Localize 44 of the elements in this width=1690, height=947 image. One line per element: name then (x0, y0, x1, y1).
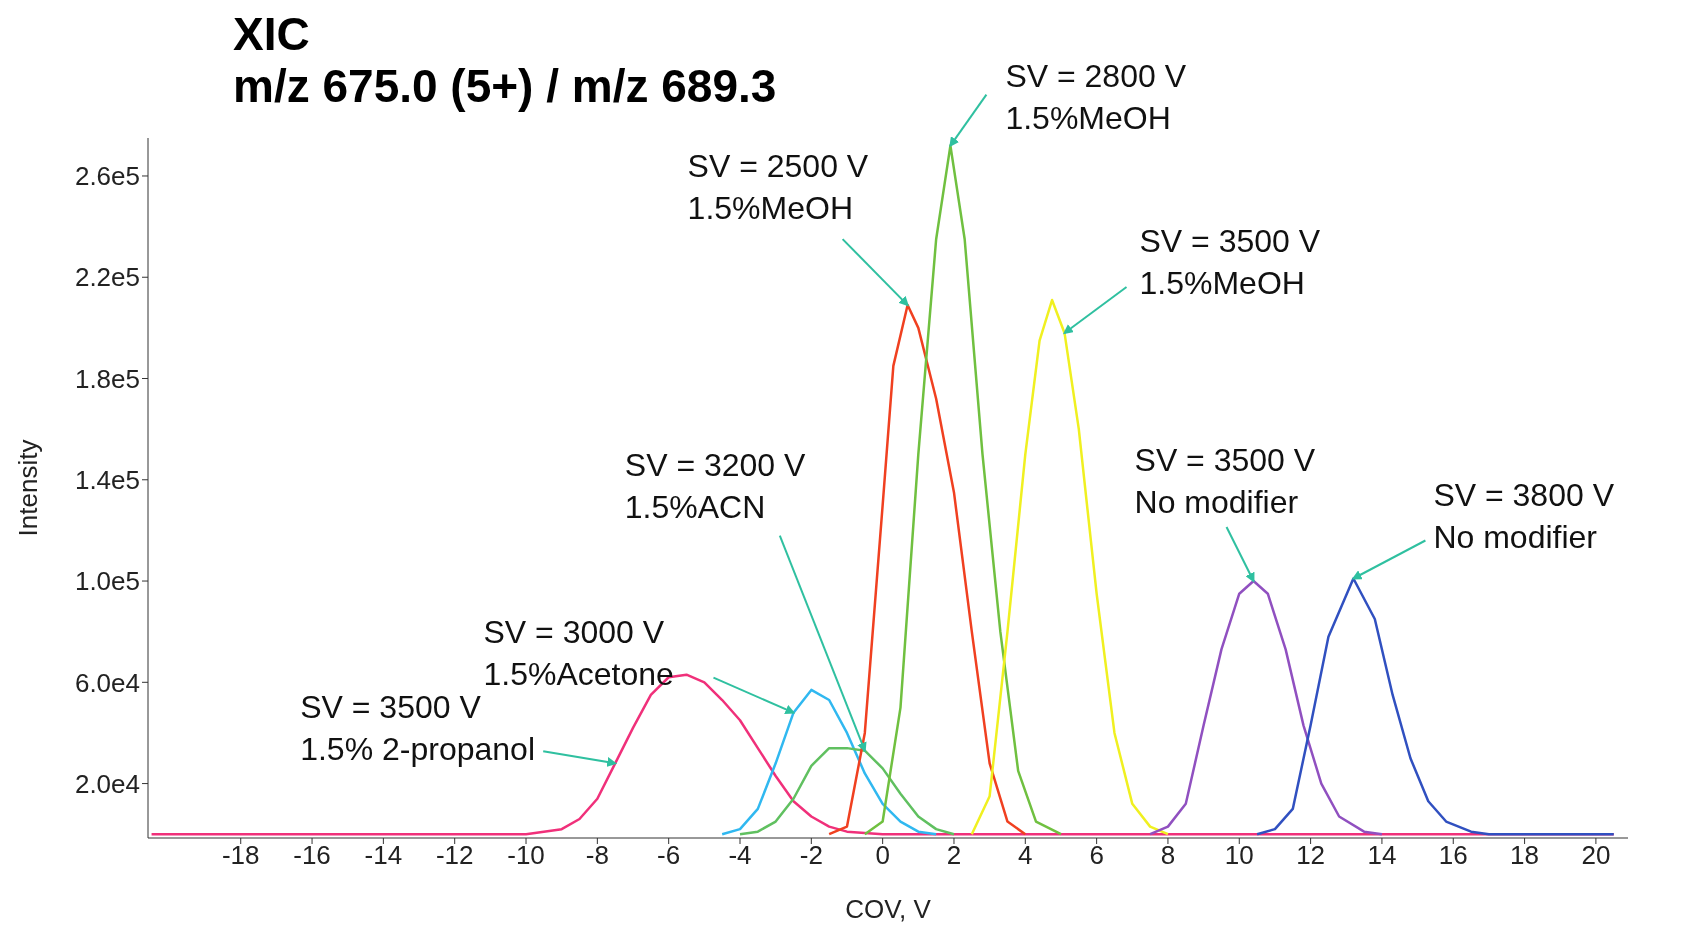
x-tick-label: 10 (1224, 840, 1254, 871)
x-tick-label: -8 (585, 840, 609, 871)
line-series (738, 746, 956, 836)
x-tick-label: -4 (728, 840, 752, 871)
y-tick-label: 2.6e5 (74, 161, 140, 192)
x-tick-label: -6 (657, 840, 681, 871)
annotation: SV = 3800 V No modifier (1433, 476, 1615, 555)
annotation: SV = 3500 V 1.5%MeOH (1139, 222, 1321, 301)
y-tick-label: 1.0e5 (74, 566, 140, 597)
x-tick-label: -16 (293, 840, 331, 871)
x-tick-label: 16 (1438, 840, 1468, 871)
x-tick-label: 18 (1510, 840, 1540, 871)
line-series (1148, 579, 1384, 836)
x-tick-label: 4 (1018, 840, 1033, 871)
x-tick-label: -14 (364, 840, 403, 871)
x-tick-label: -2 (799, 840, 823, 871)
line-series (1255, 577, 1615, 836)
annotation: SV = 3500 V 1.5% 2-propanol (300, 689, 536, 768)
annotation: SV = 2500 V 1.5%MeOH (687, 148, 869, 227)
annotation: SV = 3000 V 1.5%Acetone (483, 613, 674, 692)
line-series (827, 303, 1027, 836)
annotation: SV = 3500 V No modifier (1134, 442, 1316, 521)
chart-subtitle: m/z 675.0 (5+) / m/z 689.3 (233, 60, 777, 112)
annotation: SV = 2800 V 1.5%MeOH (1005, 57, 1187, 136)
line-series (720, 688, 938, 836)
y-tick-label: 1.8e5 (74, 363, 140, 394)
x-tick-label: -10 (507, 840, 545, 871)
x-tick-label: 12 (1296, 840, 1326, 871)
x-tick-label: 0 (875, 840, 890, 871)
x-tick-label: -18 (221, 840, 260, 871)
x-tick-label: -12 (435, 840, 474, 871)
y-tick-label: 6.0e4 (74, 667, 140, 698)
y-axis-title: Intensity (13, 439, 44, 537)
x-axis-title: COV, V (845, 894, 932, 924)
y-tick-label: 2.0e4 (74, 768, 140, 799)
x-tick-label: 2 (946, 840, 962, 871)
x-tick-label: 6 (1089, 840, 1104, 871)
x-tick-label: 20 (1581, 840, 1611, 871)
y-tick-label: 2.2e5 (74, 262, 140, 293)
x-tick-label: 8 (1160, 840, 1176, 871)
x-tick-label: 14 (1367, 840, 1397, 871)
y-tick-label: 1.4e5 (74, 465, 140, 495)
annotation: SV = 3200 V 1.5%ACN (624, 446, 807, 525)
chart-title: XIC (233, 8, 311, 60)
